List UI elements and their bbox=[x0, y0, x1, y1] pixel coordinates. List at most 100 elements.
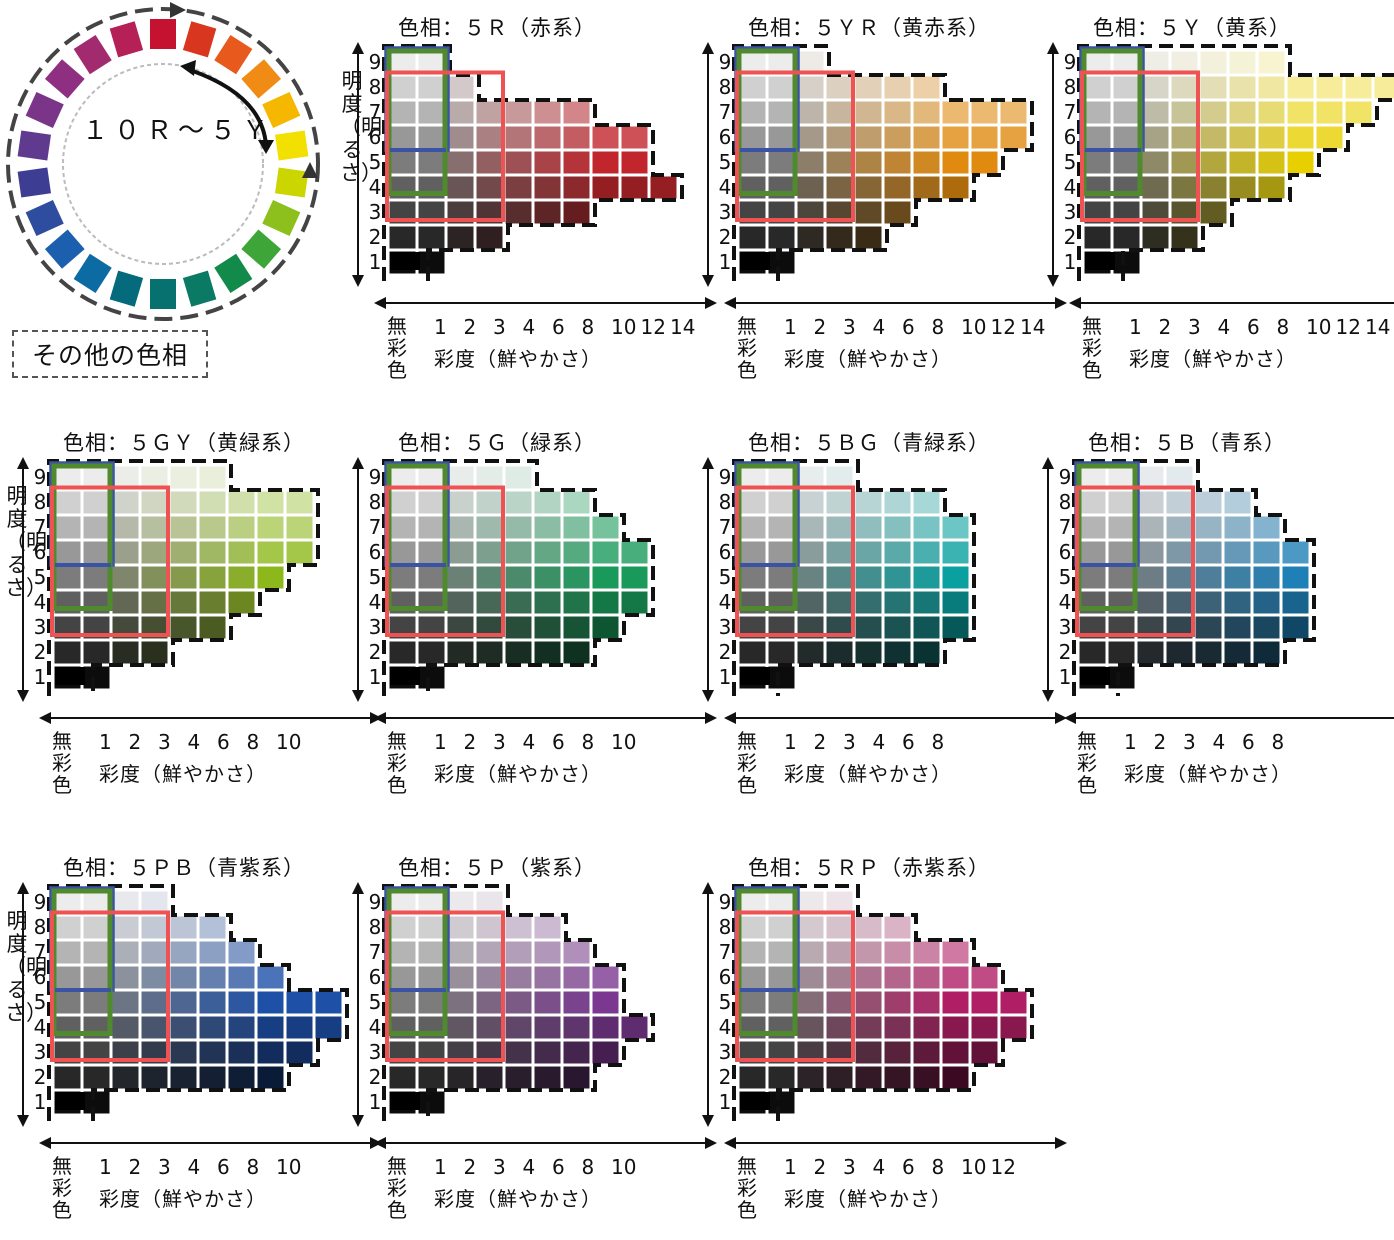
color-swatch bbox=[1259, 152, 1285, 174]
color-swatch bbox=[419, 992, 445, 1014]
color-swatch bbox=[564, 1042, 590, 1064]
color-swatch bbox=[972, 1042, 998, 1064]
color-swatch bbox=[506, 517, 532, 539]
color-swatch bbox=[622, 127, 648, 149]
color-swatch bbox=[200, 592, 226, 614]
x-tick-label: 8 bbox=[582, 730, 595, 754]
x-tick-label: 10 bbox=[611, 730, 636, 754]
color-swatch bbox=[1172, 102, 1198, 124]
color-swatch bbox=[142, 517, 168, 539]
color-swatch bbox=[943, 617, 969, 639]
color-swatch bbox=[200, 1067, 226, 1089]
color-swatch bbox=[1283, 617, 1309, 639]
x-tick-label: 3 bbox=[493, 315, 506, 339]
y-tick-label: 6 bbox=[714, 542, 736, 563]
color-swatch bbox=[856, 517, 882, 539]
color-swatch bbox=[535, 942, 561, 964]
color-swatch bbox=[419, 967, 445, 989]
color-swatch bbox=[171, 1067, 197, 1089]
color-swatch bbox=[593, 177, 619, 199]
color-swatch bbox=[827, 177, 853, 199]
color-swatch bbox=[1172, 227, 1198, 249]
color-swatch bbox=[914, 177, 940, 199]
color-swatch bbox=[1138, 467, 1164, 489]
color-swatch bbox=[740, 227, 766, 249]
color-swatch bbox=[798, 592, 824, 614]
color-swatch bbox=[419, 517, 445, 539]
color-swatch bbox=[477, 492, 503, 514]
color-swatch bbox=[943, 102, 969, 124]
color-swatch bbox=[287, 992, 313, 1014]
other-hues-label: その他の色相 bbox=[12, 330, 208, 378]
color-swatch bbox=[827, 967, 853, 989]
color-swatch bbox=[564, 942, 590, 964]
color-swatch bbox=[885, 1017, 911, 1039]
color-swatch bbox=[740, 542, 766, 564]
achromatic-label: 無彩色 bbox=[51, 730, 73, 796]
x-tick-label: 1 bbox=[1129, 315, 1142, 339]
x-tick-label: 6 bbox=[217, 1155, 230, 1179]
color-swatch bbox=[1143, 127, 1169, 149]
color-swatch bbox=[229, 992, 255, 1014]
color-swatch bbox=[1143, 177, 1169, 199]
color-swatch bbox=[142, 1067, 168, 1089]
x-tick-label: 8 bbox=[932, 1155, 945, 1179]
x-axis-title: 彩度（鮮やかさ） bbox=[1124, 758, 1292, 787]
color-swatch bbox=[856, 102, 882, 124]
y-tick-label: 6 bbox=[364, 967, 386, 988]
color-swatch bbox=[1225, 492, 1251, 514]
color-swatch bbox=[1196, 542, 1222, 564]
color-swatch bbox=[769, 992, 795, 1014]
color-swatch bbox=[798, 102, 824, 124]
color-swatch bbox=[1317, 77, 1343, 99]
color-swatch bbox=[1109, 642, 1135, 664]
color-swatch bbox=[856, 177, 882, 199]
color-swatch bbox=[827, 1067, 853, 1089]
color-swatch bbox=[943, 127, 969, 149]
color-swatch bbox=[113, 642, 139, 664]
color-swatch bbox=[390, 967, 416, 989]
x-tick-label: 1 bbox=[99, 730, 112, 754]
y-tick-label: 8 bbox=[714, 77, 736, 98]
color-swatch bbox=[856, 227, 882, 249]
y-tick-label: 8 bbox=[364, 77, 386, 98]
color-swatch bbox=[885, 517, 911, 539]
color-swatch bbox=[535, 1042, 561, 1064]
color-swatch bbox=[1375, 77, 1394, 99]
y-tick-label: 4 bbox=[714, 592, 736, 613]
x-tick-label: 10 bbox=[961, 315, 986, 339]
x-tick-label: 10 bbox=[1306, 315, 1331, 339]
y-tick-label: 9 bbox=[29, 467, 51, 488]
color-swatch bbox=[593, 1017, 619, 1039]
x-tick-label: 12 bbox=[641, 315, 666, 339]
color-swatch bbox=[1254, 592, 1280, 614]
color-swatch bbox=[1196, 517, 1222, 539]
color-swatch bbox=[740, 492, 766, 514]
x-axis-title: 彩度（鮮やかさ） bbox=[784, 758, 952, 787]
x-tick-label: 1 bbox=[434, 1155, 447, 1179]
y-axis-title: 明度（明るさ） bbox=[340, 70, 364, 185]
color-swatch bbox=[200, 1017, 226, 1039]
color-swatch bbox=[827, 592, 853, 614]
y-tick-label: 1 bbox=[364, 1092, 386, 1113]
hue-range-label: １０Ｒ～５Ｙ bbox=[82, 110, 274, 147]
x-tick-label: 4 bbox=[188, 730, 201, 754]
color-swatch bbox=[535, 592, 561, 614]
color-swatch bbox=[1201, 152, 1227, 174]
y-tick-label: 9 bbox=[364, 52, 386, 73]
color-swatch bbox=[1109, 492, 1135, 514]
color-swatch bbox=[448, 542, 474, 564]
color-swatch bbox=[593, 542, 619, 564]
color-swatch bbox=[448, 992, 474, 1014]
color-swatch bbox=[390, 52, 416, 74]
x-tick-label: 4 bbox=[523, 1155, 536, 1179]
color-swatch bbox=[1167, 592, 1193, 614]
color-swatch bbox=[113, 892, 139, 914]
y-tick-label: 7 bbox=[714, 517, 736, 538]
color-swatch bbox=[506, 177, 532, 199]
x-tick-label: 4 bbox=[523, 315, 536, 339]
y-tick-label: 6 bbox=[364, 542, 386, 563]
color-swatch bbox=[535, 917, 561, 939]
color-swatch bbox=[258, 992, 284, 1014]
color-swatch bbox=[827, 942, 853, 964]
